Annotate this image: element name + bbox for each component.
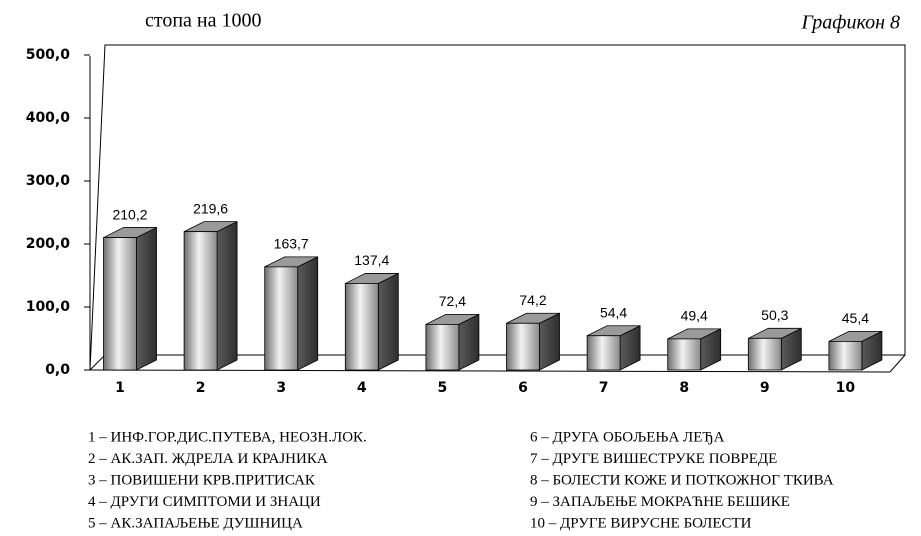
bar <box>667 328 722 371</box>
y-tick-label: 200,0 <box>26 236 71 252</box>
chart-title: Графикон 8 <box>800 12 900 34</box>
bar <box>506 312 560 371</box>
x-tick-label: 7 <box>599 380 609 396</box>
x-tick-label: 9 <box>760 380 770 396</box>
legend-item: 10 – ДРУГЕ ВИРУСНЕ БОЛЕСТИ <box>530 515 752 531</box>
x-tick-label: 3 <box>276 380 286 396</box>
bar-front <box>103 237 137 371</box>
bar <box>747 327 802 371</box>
value-label: 74,2 <box>519 292 546 308</box>
bar-front <box>667 338 702 371</box>
value-label: 54,4 <box>600 304 627 320</box>
bar <box>264 256 319 371</box>
bar <box>828 330 883 371</box>
legend-item: 7 – ДРУГЕ ВИШЕСТРУКЕ ПОВРЕДЕ <box>530 451 777 467</box>
bar-side <box>297 256 319 371</box>
bar-front <box>425 323 460 371</box>
x-tick-label: 5 <box>438 380 448 396</box>
bar-front <box>828 340 863 371</box>
value-label: 72,4 <box>439 293 466 309</box>
x-tick-label: 2 <box>196 380 206 396</box>
value-label: 210,2 <box>112 206 147 222</box>
value-label: 49,4 <box>681 308 708 324</box>
value-label: 137,4 <box>354 252 389 268</box>
bar-front <box>264 266 299 371</box>
legend-item: 8 – БОЛЕСТИ КОЖЕ И ПОТКОЖНОГ ТКИВА <box>530 472 834 488</box>
bar-front <box>183 231 218 371</box>
value-label: 45,4 <box>842 310 869 326</box>
y-tick-label: 0,0 <box>45 362 70 378</box>
bar-front <box>747 337 782 371</box>
bar-front <box>506 322 540 371</box>
bar-side <box>136 226 157 371</box>
x-axis <box>89 369 891 373</box>
value-label: 219,6 <box>193 200 228 216</box>
bar-side <box>377 272 399 371</box>
floor-edge <box>89 354 106 371</box>
y-tick-label: 300,0 <box>26 173 71 189</box>
bar <box>425 313 480 371</box>
legend-item: 1 – ИНФ.ГОР.ДИС.ПУТЕВА, НЕОЗН.ЛОК. <box>88 429 367 445</box>
y-tick-label: 400,0 <box>26 110 71 126</box>
value-label: 163,7 <box>274 236 309 252</box>
bar-front <box>344 283 379 371</box>
legend-item: 2 – АК.ЗАП. ЖДРЕЛА И КРАЈНИКА <box>88 451 328 467</box>
x-tick-label: 10 <box>836 380 856 396</box>
bar <box>344 272 399 371</box>
x-tick-label: 1 <box>115 380 125 396</box>
bar <box>586 325 641 371</box>
bar-front <box>586 335 621 371</box>
y-tick-label: 100,0 <box>26 299 71 315</box>
legend-item: 3 – ПОВИШЕНИ КРВ.ПРИТИСАК <box>88 472 316 488</box>
x-tick-label: 6 <box>518 380 528 396</box>
y-axis-label: стопа на 1000 <box>145 10 262 32</box>
x-tick-label: 8 <box>679 380 689 396</box>
bar <box>103 226 157 371</box>
legend-item: 9 – ЗАПАЉЕЊЕ МОКРАЋНЕ БЕШИКЕ <box>530 494 790 510</box>
x-tick-label: 4 <box>357 380 367 396</box>
legend-item: 6 – ДРУГА ОБОЉЕЊА ЛЕЂА <box>530 429 725 445</box>
legend-item: 5 – АК.ЗАПАЉЕЊЕ ДУШНИЦА <box>88 515 303 531</box>
value-label: 50,3 <box>761 307 788 323</box>
y-tick-label: 500,0 <box>26 47 71 63</box>
bar <box>183 221 238 371</box>
plot-frame <box>89 44 906 373</box>
legend-item: 4 – ДРУГИ СИМПТОМИ И ЗНАЦИ <box>88 494 321 510</box>
bar-side <box>216 221 238 371</box>
